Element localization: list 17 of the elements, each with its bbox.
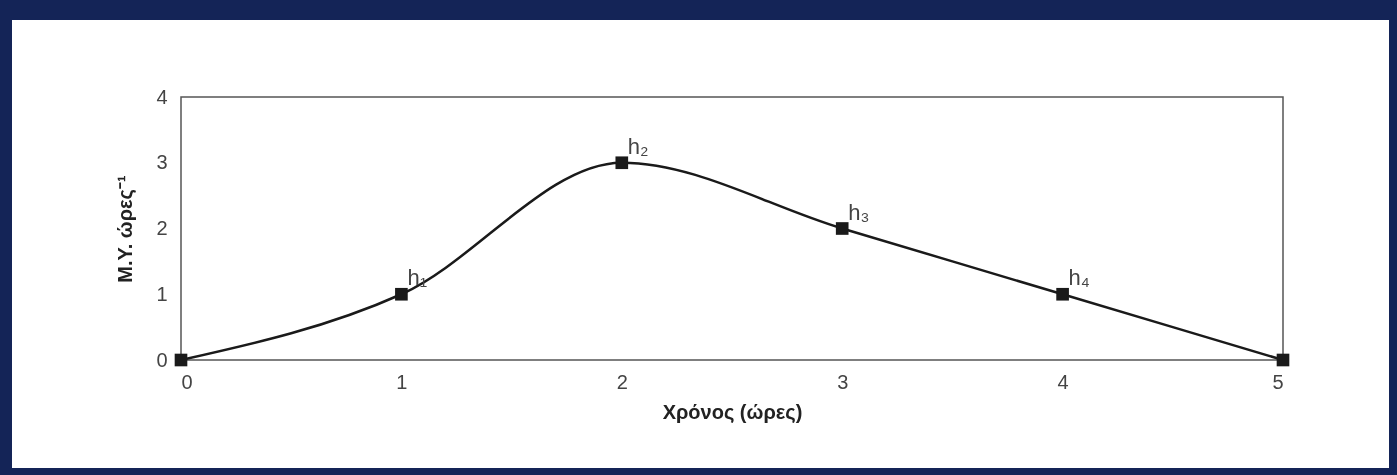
annotation: h₂ bbox=[627, 133, 649, 159]
x-tick-label: 2 bbox=[616, 370, 628, 393]
annotation: h₃ bbox=[848, 199, 870, 225]
y-tick-label: 1 bbox=[156, 282, 168, 305]
x-axis-title: Χρόνος (ώρες) bbox=[662, 400, 803, 423]
x-tick-label: 3 bbox=[837, 370, 849, 393]
y-axis-title: M.Y. ώρες⁻¹ bbox=[114, 175, 137, 283]
x-tick-label: 5 bbox=[1272, 370, 1284, 393]
annotation: h₄ bbox=[1068, 265, 1090, 291]
y-tick-label: 3 bbox=[156, 151, 168, 174]
x-tick-label: 1 bbox=[396, 370, 408, 393]
y-tick-label: 2 bbox=[156, 217, 168, 239]
annotation: h₁ bbox=[407, 265, 428, 291]
y-tick-label: 0 bbox=[156, 348, 168, 371]
x-tick-label: 4 bbox=[1057, 370, 1069, 393]
x-tick-label: 0 bbox=[181, 370, 193, 393]
y-tick-label: 4 bbox=[156, 85, 168, 108]
